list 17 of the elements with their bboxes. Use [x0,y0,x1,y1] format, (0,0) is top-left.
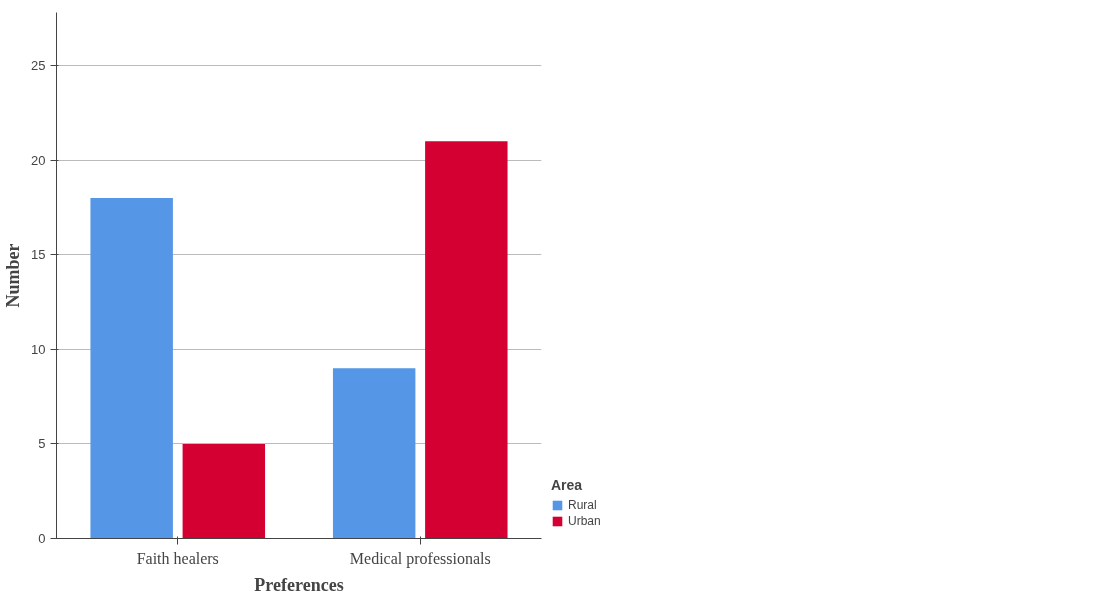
legend-label: Rural [568,498,597,512]
y-tick-label: 20 [31,152,46,168]
x-tick-label: Medical professionals [349,549,491,568]
bar [182,443,266,539]
bar [425,141,508,539]
y-axis-title: Number [3,243,24,308]
bar [90,197,173,539]
y-tick-label: 5 [38,436,46,452]
legend-title: Area [551,477,584,493]
legend-label: Urban [568,514,601,528]
x-axis-title: Preferences [254,574,344,595]
bar [332,368,416,539]
y-tick-label: 15 [31,247,46,263]
y-tick-label: 25 [31,57,46,73]
y-tick-label: 0 [38,531,46,546]
y-tick-label: 10 [31,341,46,357]
x-tick-label: Faith healers [136,549,219,567]
